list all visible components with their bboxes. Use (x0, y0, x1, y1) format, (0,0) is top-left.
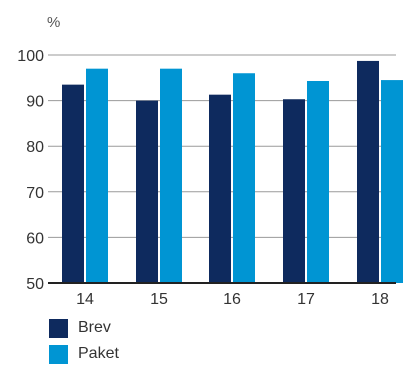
y-tick-labels: 50 60 70 80 90 100 (17, 48, 44, 293)
y-tick-label: 50 (26, 276, 44, 293)
x-tick-label: 18 (371, 291, 389, 308)
bars (62, 60, 403, 284)
bar-brev-14 (62, 84, 84, 283)
bar-paket-18 (381, 80, 403, 283)
bar-paket-16 (233, 73, 255, 284)
legend-label-brev: Brev (78, 319, 111, 336)
y-tick-label: 90 (26, 94, 44, 111)
x-tick-label: 15 (150, 291, 168, 308)
bar-brev-16 (209, 94, 231, 283)
bar-paket-17 (307, 80, 329, 283)
x-tick-labels: 14 15 16 17 18 (76, 291, 389, 308)
bar-chart: % 50 60 70 80 90 100 14 15 16 17 18 (17, 14, 403, 308)
legend-item-brev: Brev (49, 316, 119, 340)
y-tick-label: 80 (26, 139, 44, 156)
x-tick-label: 17 (297, 291, 315, 308)
legend-item-paket: Paket (49, 342, 119, 366)
y-tick-label: 70 (26, 185, 44, 202)
legend: Brev Paket (49, 316, 119, 368)
y-tick-label: 60 (26, 230, 44, 247)
bar-paket-14 (86, 68, 108, 284)
bar-brev-17 (283, 99, 305, 284)
bar-brev-18 (357, 60, 379, 283)
x-tick-label: 16 (223, 291, 241, 308)
legend-swatch-brev (49, 318, 68, 338)
bar-paket-15 (160, 68, 182, 284)
legend-label-paket: Paket (78, 345, 119, 362)
legend-swatch-paket (49, 344, 68, 364)
y-tick-label: 100 (17, 48, 44, 65)
bar-brev-15 (136, 100, 158, 283)
y-unit-label: % (47, 14, 60, 31)
x-tick-label: 14 (76, 291, 94, 308)
